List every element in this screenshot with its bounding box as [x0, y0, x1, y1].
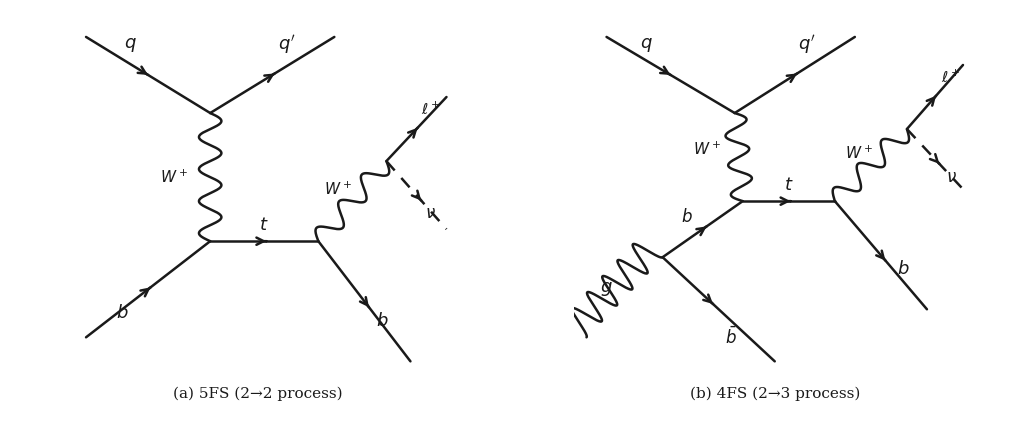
Text: $g$: $g$: [600, 280, 613, 298]
Text: $\bar{b}$: $\bar{b}$: [725, 327, 737, 348]
Text: $W^+$: $W^+$: [692, 141, 721, 158]
Text: $q'$: $q'$: [278, 33, 295, 57]
Text: $q'$: $q'$: [799, 33, 816, 57]
Text: $\nu$: $\nu$: [945, 169, 957, 186]
Text: $q$: $q$: [124, 36, 136, 54]
Text: $\ell^+$: $\ell^+$: [420, 101, 440, 117]
Text: (b) 4FS (2→3 process): (b) 4FS (2→3 process): [690, 387, 859, 401]
Text: $b$: $b$: [376, 312, 388, 330]
Text: $q$: $q$: [640, 36, 653, 54]
Text: $t$: $t$: [259, 216, 269, 234]
Text: $W^+$: $W^+$: [845, 145, 873, 162]
Text: $t$: $t$: [784, 176, 793, 194]
Text: $\ell^+$: $\ell^+$: [941, 69, 961, 85]
Text: $\nu$: $\nu$: [425, 205, 436, 222]
Text: $b$: $b$: [897, 260, 909, 278]
Text: $W^+$: $W^+$: [160, 169, 188, 186]
Text: $b$: $b$: [681, 208, 692, 226]
Text: $b$: $b$: [116, 304, 128, 322]
Text: $W^+$: $W^+$: [324, 181, 352, 198]
Text: (a) 5FS (2→2 process): (a) 5FS (2→2 process): [174, 387, 343, 401]
